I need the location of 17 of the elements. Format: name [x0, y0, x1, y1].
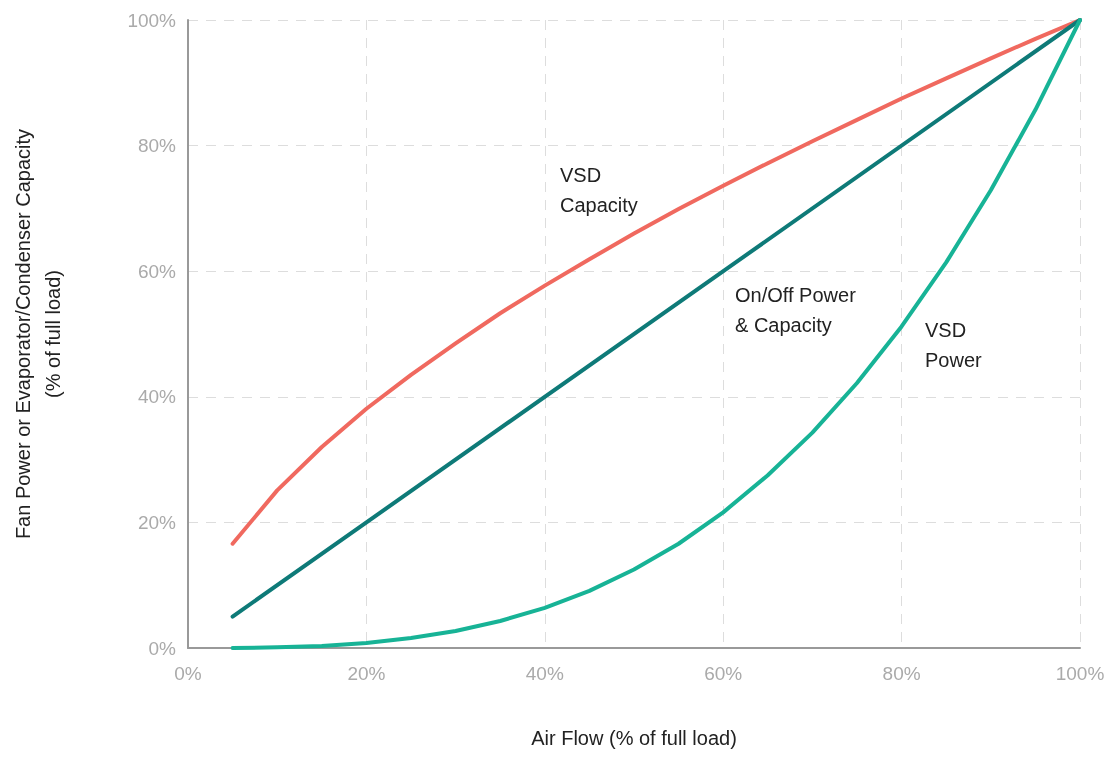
y-axis-title: Fan Power or Evaporator/Condenser Capacity (% of full load): [12, 128, 64, 540]
x-tick-label: 20%: [347, 663, 386, 684]
x-tick-label: 0%: [174, 663, 202, 684]
y-tick-label: 40%: [137, 386, 177, 408]
y-tick-label: 80%: [137, 135, 177, 157]
series-label: VSD Capacity: [560, 164, 638, 216]
y-tick-label: 100%: [127, 9, 177, 31]
y-tick-label: 20%: [137, 511, 177, 533]
y-tick-label: 0%: [148, 637, 177, 659]
x-tick-label: 100%: [1055, 663, 1105, 684]
x-tick-label: 80%: [882, 663, 921, 684]
series-label: VSD Power: [925, 319, 983, 371]
series-label: On/Off Power & Capacity: [735, 284, 857, 336]
x-tick-label: 40%: [525, 663, 564, 684]
y-tick-label: 60%: [137, 260, 177, 282]
x-tick-label: 60%: [704, 663, 743, 684]
x-axis-title: Air Flow (% of full load): [531, 727, 737, 749]
